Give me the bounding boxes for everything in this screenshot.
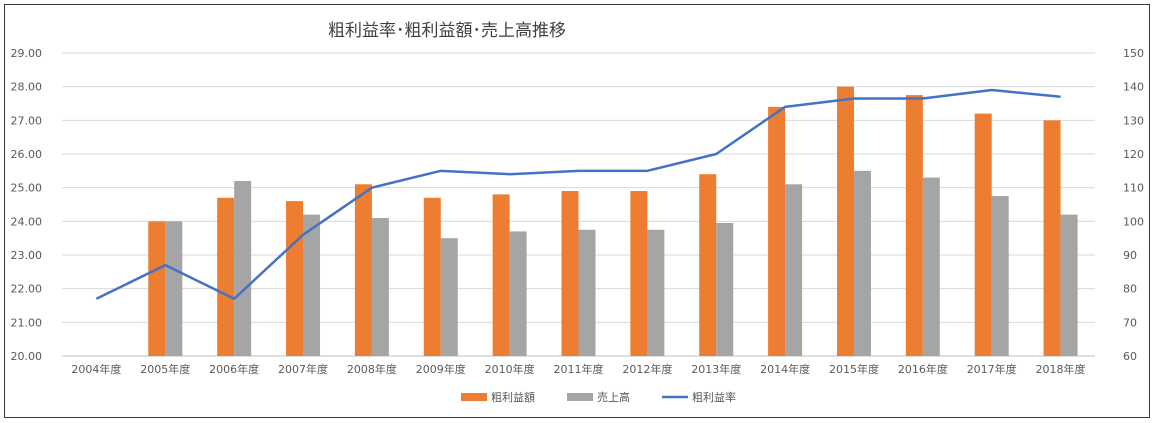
bar-粗利益額 <box>836 86 854 357</box>
x-axis-ticks: 2004年度 2005年度 2006年度 2007年度 2008年度 2009年度 2010… <box>71 362 1085 376</box>
bar-売上高 <box>303 214 321 356</box>
bar-売上高 <box>440 238 458 356</box>
left-tick-label: 25.00 <box>11 182 43 195</box>
bar-売上高 <box>165 221 183 356</box>
right-tick-label: 100 <box>1123 215 1144 228</box>
bar-粗利益額 <box>768 106 786 356</box>
right-axis-ticks: 60 70 80 90 100 110 120 130 140 150 <box>1123 47 1144 363</box>
bar-売上高 <box>234 180 252 356</box>
right-tick-label: 140 <box>1123 81 1144 94</box>
bar-粗利益額 <box>286 201 304 356</box>
x-tick-label: 2018年度 <box>1036 362 1086 376</box>
bar-粗利益額 <box>905 95 923 356</box>
left-tick-label: 22.00 <box>11 283 43 296</box>
bar-粗利益額 <box>354 184 372 356</box>
x-tick-label: 2008年度 <box>347 362 397 376</box>
right-tick-label: 120 <box>1123 148 1144 161</box>
left-axis-ticks: 20.00 21.00 22.00 23.00 24.00 25.00 26.00 27.00… <box>11 47 43 363</box>
bar-粗利益額 <box>423 197 441 356</box>
right-tick-label: 70 <box>1123 316 1137 329</box>
left-tick-label: 27.00 <box>11 114 43 127</box>
x-tick-label: 2010年度 <box>485 362 535 376</box>
left-tick-label: 21.00 <box>11 316 43 329</box>
bar-売上高 <box>991 196 1009 356</box>
legend-swatch <box>567 393 593 401</box>
bar-売上高 <box>716 223 734 356</box>
bar-粗利益額 <box>217 197 235 356</box>
bar-粗利益額 <box>1043 120 1061 356</box>
bar-売上高 <box>853 170 871 356</box>
bar-粗利益額 <box>974 113 992 356</box>
bar-粗利益額 <box>561 191 579 356</box>
x-tick-label: 2004年度 <box>71 362 121 376</box>
bar-粗利益額 <box>630 191 648 356</box>
legend-label: 売上高 <box>597 390 630 404</box>
x-tick-label: 2007年度 <box>278 362 328 376</box>
x-tick-label: 2012年度 <box>622 362 672 376</box>
left-tick-label: 29.00 <box>11 47 43 60</box>
line-series <box>95 88 1061 301</box>
x-tick-label: 2013年度 <box>691 362 741 376</box>
left-tick-label: 26.00 <box>11 148 43 161</box>
bar-粗利益額 <box>148 221 166 356</box>
left-tick-label: 23.00 <box>11 249 43 262</box>
legend-label: 粗利益額 <box>491 390 535 404</box>
bar-粗利益額 <box>699 174 717 356</box>
right-tick-label: 130 <box>1123 114 1144 127</box>
x-tick-label: 2005年度 <box>140 362 190 376</box>
x-tick-label: 2009年度 <box>416 362 466 376</box>
legend-label: 粗利益率 <box>692 390 736 404</box>
bar-売上高 <box>509 231 527 356</box>
left-tick-label: 24.00 <box>11 215 43 228</box>
right-tick-label: 80 <box>1123 283 1137 296</box>
left-tick-label: 20.00 <box>11 350 43 363</box>
bar-売上高 <box>1060 214 1078 356</box>
x-tick-label: 2011年度 <box>554 362 604 376</box>
legend: 粗利益額 売上高 粗利益率 <box>461 390 736 404</box>
bar-売上高 <box>922 177 940 356</box>
legend-swatch <box>461 393 487 401</box>
bars <box>148 86 1078 357</box>
bar-売上高 <box>785 184 803 356</box>
chart-title: 粗利益率･粗利益額･売上高推移 <box>328 21 566 41</box>
x-tick-label: 2006年度 <box>209 362 259 376</box>
x-tick-label: 2014年度 <box>760 362 810 376</box>
x-tick-label: 2015年度 <box>829 362 879 376</box>
x-tick-label: 2016年度 <box>898 362 948 376</box>
bar-売上高 <box>578 229 596 356</box>
bar-売上高 <box>371 217 389 356</box>
right-tick-label: 110 <box>1123 182 1144 195</box>
right-tick-label: 90 <box>1123 249 1137 262</box>
right-tick-label: 60 <box>1123 350 1137 363</box>
left-tick-label: 28.00 <box>11 81 43 94</box>
right-tick-label: 150 <box>1123 47 1144 60</box>
bar-売上高 <box>647 229 665 356</box>
bar-粗利益額 <box>492 194 510 356</box>
x-tick-label: 2017年度 <box>967 362 1017 376</box>
